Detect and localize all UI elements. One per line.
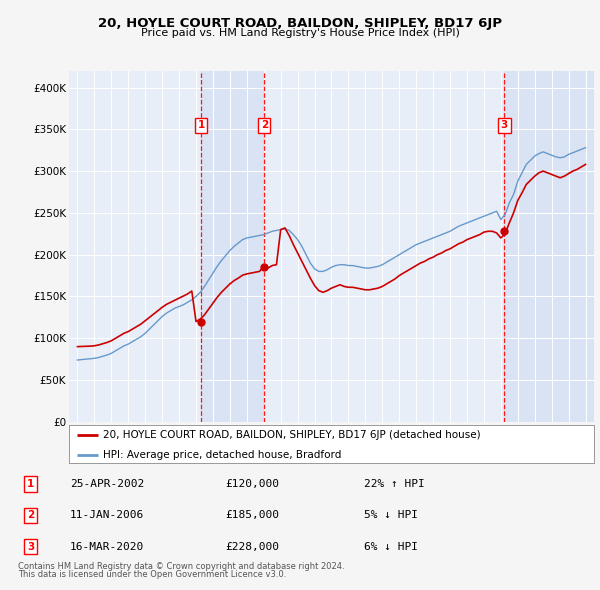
Text: Contains HM Land Registry data © Crown copyright and database right 2024.: Contains HM Land Registry data © Crown c… (18, 562, 344, 571)
Text: 20, HOYLE COURT ROAD, BAILDON, SHIPLEY, BD17 6JP (detached house): 20, HOYLE COURT ROAD, BAILDON, SHIPLEY, … (103, 430, 481, 440)
Bar (201, 71, 264, 422)
Text: 6% ↓ HPI: 6% ↓ HPI (364, 542, 418, 552)
Text: Price paid vs. HM Land Registry's House Price Index (HPI): Price paid vs. HM Land Registry's House … (140, 28, 460, 38)
Text: 22% ↑ HPI: 22% ↑ HPI (364, 480, 424, 489)
Text: 11-JAN-2006: 11-JAN-2006 (70, 510, 144, 520)
Text: 25-APR-2002: 25-APR-2002 (70, 480, 144, 489)
Text: 3: 3 (27, 542, 34, 552)
Text: 2: 2 (260, 120, 268, 130)
Text: 1: 1 (27, 480, 34, 489)
Text: 1: 1 (197, 120, 205, 130)
Text: £185,000: £185,000 (226, 510, 280, 520)
Bar (505, 71, 594, 422)
Text: 20, HOYLE COURT ROAD, BAILDON, SHIPLEY, BD17 6JP: 20, HOYLE COURT ROAD, BAILDON, SHIPLEY, … (98, 17, 502, 30)
Text: HPI: Average price, detached house, Bradford: HPI: Average price, detached house, Brad… (103, 450, 341, 460)
Text: 2: 2 (27, 510, 34, 520)
Text: 3: 3 (501, 120, 508, 130)
Text: £120,000: £120,000 (226, 480, 280, 489)
Text: 5% ↓ HPI: 5% ↓ HPI (364, 510, 418, 520)
Text: This data is licensed under the Open Government Licence v3.0.: This data is licensed under the Open Gov… (18, 571, 286, 579)
Text: £228,000: £228,000 (226, 542, 280, 552)
Text: 16-MAR-2020: 16-MAR-2020 (70, 542, 144, 552)
